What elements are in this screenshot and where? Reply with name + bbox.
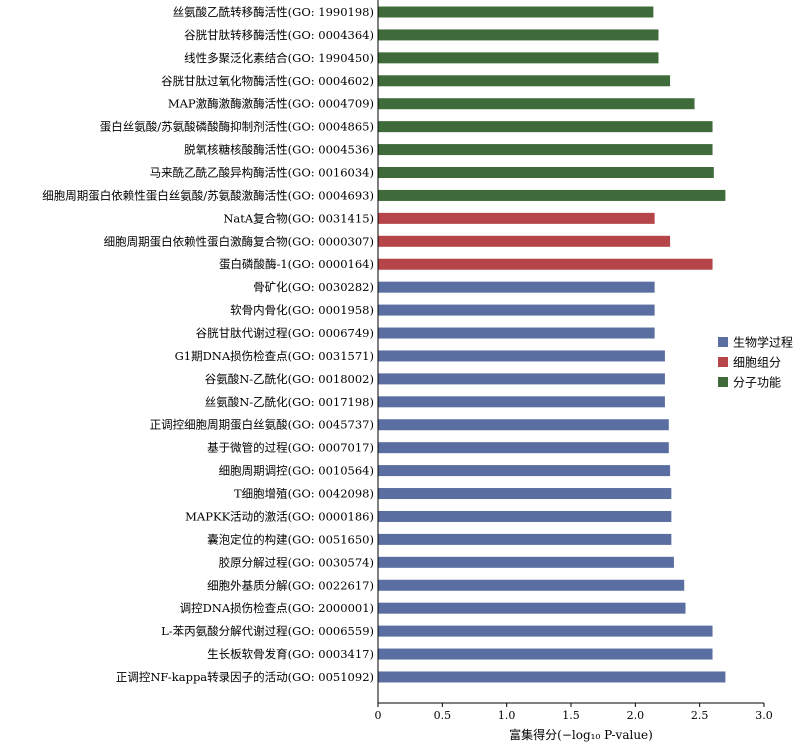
x-tick-label-2: 1.0 <box>498 709 516 722</box>
bar-1 <box>378 29 659 41</box>
bar-8 <box>378 189 726 201</box>
bar-0 <box>378 6 654 18</box>
bar-19 <box>378 442 669 454</box>
bar-15 <box>378 350 665 362</box>
legend-swatch-mf <box>718 377 728 387</box>
legend-label-bp: 生物学过程 <box>733 335 793 350</box>
legend-swatch-cc <box>718 357 728 367</box>
bar-6 <box>378 144 713 156</box>
x-tick-label-5: 2.5 <box>691 709 709 722</box>
category-label-9: NatA复合物(GO: 0031415) <box>223 211 374 225</box>
category-label-2: 线性多聚泛化素结合(GO: 1990450) <box>184 51 374 65</box>
bar-22 <box>378 510 672 522</box>
bar-2 <box>378 52 659 64</box>
category-label-11: 蛋白磷酸酶-1(GO: 0000164) <box>219 257 374 271</box>
bar-7 <box>378 167 714 179</box>
category-label-5: 蛋白丝氨酸/苏氨酸磷酸酶抑制剂活性(GO: 0004865) <box>100 120 374 134</box>
category-label-17: 丝氨酸N-乙酰化(GO: 0017198) <box>205 395 374 409</box>
category-label-6: 脱氧核糖核酸酶活性(GO: 0004536) <box>184 143 374 157</box>
bar-14 <box>378 327 655 339</box>
bar-18 <box>378 419 669 431</box>
x-tick-label-6: 3.0 <box>755 709 773 722</box>
x-tick-label-0: 0 <box>375 709 382 722</box>
category-label-12: 骨矿化(GO: 0030282) <box>253 280 374 294</box>
category-label-23: 囊泡定位的构建(GO: 0051650) <box>207 532 374 546</box>
bar-25 <box>378 579 685 591</box>
legend-label-cc: 细胞组分 <box>733 356 781 370</box>
bar-16 <box>378 373 665 385</box>
bar-28 <box>378 648 713 660</box>
category-label-22: MAPKK活动的激活(GO: 0000186) <box>185 509 374 523</box>
bar-24 <box>378 556 674 568</box>
bar-5 <box>378 121 713 133</box>
category-label-27: L-苯丙氨酸分解代谢过程(GO: 0006559) <box>161 624 374 638</box>
bar-10 <box>378 235 671 247</box>
bar-9 <box>378 212 655 224</box>
category-label-3: 谷胱甘肽过氧化物酶活性(GO: 0004602) <box>161 74 374 88</box>
category-label-10: 细胞周期蛋白依赖性蛋白激酶复合物(GO: 0000307) <box>104 234 374 248</box>
bar-21 <box>378 488 672 500</box>
x-tick-label-3: 1.5 <box>562 709 580 722</box>
category-label-4: MAP激酶激酶激酶活性(GO: 0004709) <box>168 97 374 111</box>
category-label-1: 谷胱甘肽转移酶活性(GO: 0004364) <box>184 28 374 42</box>
category-label-0: 丝氨酸乙酰转移酶活性(GO: 1990198) <box>173 5 374 19</box>
category-label-14: 谷胱甘肽代谢过程(GO: 0006749) <box>196 326 374 340</box>
category-label-13: 软骨内骨化(GO: 0001958) <box>230 303 374 317</box>
category-label-18: 正调控细胞周期蛋白丝氨酸(GO: 0045737) <box>150 418 374 432</box>
category-label-24: 胶原分解过程(GO: 0030574) <box>219 555 374 569</box>
x-tick-label-4: 2.0 <box>627 709 645 722</box>
bar-11 <box>378 258 713 270</box>
x-tick-label-1: 0.5 <box>434 709 452 722</box>
x-axis-title: 富集得分(−log₁₀ P-value) <box>509 727 653 742</box>
category-label-16: 谷氨酸N-乙酰化(GO: 0018002) <box>205 372 374 386</box>
bar-12 <box>378 281 655 293</box>
category-label-26: 调控DNA损伤检查点(GO: 2000001) <box>180 601 374 615</box>
category-label-29: 正调控NF-kappa转录因子的活动(GO: 0051092) <box>116 670 374 684</box>
category-label-15: G1期DNA损伤检查点(GO: 0031571) <box>175 349 374 363</box>
bar-27 <box>378 625 713 637</box>
bar-4 <box>378 98 695 110</box>
legend-label-mf: 分子功能 <box>733 376 781 390</box>
bar-26 <box>378 602 686 614</box>
bar-23 <box>378 533 672 545</box>
category-label-19: 基于微管的过程(GO: 0007017) <box>207 441 374 455</box>
bar-17 <box>378 396 665 408</box>
category-label-21: T细胞增殖(GO: 0042098) <box>234 487 374 501</box>
bar-13 <box>378 304 655 316</box>
category-label-8: 细胞周期蛋白依赖性蛋白丝氨酸/苏氨酸激酶活性(GO: 0004693) <box>42 188 374 202</box>
category-label-28: 生长板软骨发育(GO: 0003417) <box>207 647 374 661</box>
legend-swatch-bp <box>718 337 728 347</box>
category-label-7: 马来酰乙酰乙酸异构酶活性(GO: 0016034) <box>150 166 374 180</box>
category-label-20: 细胞周期调控(GO: 0010564) <box>219 464 374 478</box>
bar-20 <box>378 465 671 477</box>
bar-3 <box>378 75 671 87</box>
bar-29 <box>378 671 726 683</box>
category-label-25: 细胞外基质分解(GO: 0022617) <box>207 578 374 592</box>
